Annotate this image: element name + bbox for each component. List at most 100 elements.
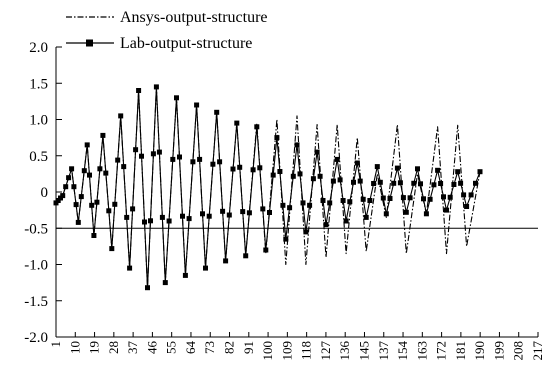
x-tick-label: 46 [144,341,159,355]
data-point-marker [297,171,303,177]
data-point-marker [280,202,286,208]
data-point-marker [124,214,130,220]
data-point-marker [214,109,220,115]
data-point-marker [323,222,329,228]
x-tick-label: 127 [318,341,333,361]
data-point-marker [363,214,369,220]
x-tick-label: 163 [414,341,429,361]
data-point-marker [250,167,256,173]
y-tick-label: 1.5 [29,76,48,92]
data-point-marker [203,265,208,271]
data-point-marker [473,180,478,186]
data-point-marker [162,280,168,286]
data-point-marker [455,169,461,175]
data-point-marker [283,236,289,242]
data-point-marker [320,198,326,203]
data-point-marker [477,169,483,175]
data-point-marker [180,213,185,219]
data-point-marker [254,124,260,130]
data-point-marker [337,177,343,183]
data-point-marker [91,233,97,238]
data-point-marker [317,173,323,179]
x-tick-label: 19 [87,341,102,354]
data-point-marker [360,196,366,202]
data-point-marker [153,84,159,90]
data-point-marker [400,195,406,201]
data-point-marker [391,180,397,186]
data-point-marker [423,211,429,217]
data-point-marker [374,164,380,170]
data-point-marker [190,159,196,165]
data-point-marker [347,199,353,205]
data-point-marker [427,196,433,202]
data-point-marker [69,166,75,172]
data-point-marker [94,199,100,205]
x-tick-label: 217 [530,341,542,361]
data-point-marker [270,172,276,178]
data-point-marker [148,218,153,224]
y-tick-label: 0 [41,185,49,201]
data-point-marker [115,157,121,163]
data-point-marker [383,211,389,217]
y-tick-label: 2.0 [29,40,48,56]
data-point-marker [130,206,136,212]
data-point-marker [81,168,87,174]
data-point-marker [223,258,229,264]
data-point-marker [407,195,413,201]
x-tick-label: 64 [183,341,198,355]
data-point-marker [394,165,400,171]
data-point-marker [327,200,333,206]
x-tick-label: 199 [491,341,506,361]
data-point-marker [411,180,417,186]
data-point-marker [139,153,144,159]
x-tick-label: 1 [48,341,63,348]
data-point-marker [84,142,90,148]
data-point-marker [103,170,109,176]
data-point-marker [142,219,147,225]
data-point-marker [156,149,162,155]
y-axis: 2.0 1.5 1.0 0.5 0 -0.5 -1.0 -1.5 -2.0 [24,40,62,346]
data-point-marker [377,179,383,185]
data-point-marker [118,113,124,119]
data-point-marker [234,120,240,126]
data-point-marker [351,179,356,185]
x-tick-label: 154 [395,341,410,361]
data-point-marker [127,265,133,271]
x-tick-label: 208 [511,341,526,361]
data-point-marker [217,159,223,165]
data-point-marker [464,204,470,209]
data-point-marker [435,167,441,173]
data-point-marker [243,253,249,259]
data-point-marker [461,192,467,198]
x-tick-label: 181 [453,341,468,361]
y-tick-label: -1.0 [24,258,48,274]
x-tick-label: 172 [434,341,449,361]
data-point-marker [60,193,66,199]
data-point-marker [263,247,269,253]
data-point-marker [397,180,403,186]
data-point-marker [177,154,182,160]
x-axis: 1 10 19 28 37 46 55 64 73 82 91 100 109 118 127 136 145 1… [48,332,542,361]
data-point-marker [314,149,320,155]
data-point-marker [418,181,423,187]
data-point-marker [63,184,69,190]
data-point-marker [186,216,192,222]
data-point-marker [121,164,127,170]
data-point-marker [415,166,420,172]
data-point-marker [441,194,446,200]
data-point-marker [237,164,243,170]
data-point-marker [246,210,252,216]
x-tick-label: 118 [299,341,314,360]
data-point-marker [387,196,393,201]
legend-label: Ansys-output-structure [120,9,268,26]
data-point-marker [447,194,453,200]
x-tick-label: 109 [279,341,294,361]
data-point-marker [206,213,212,219]
data-point-marker [100,132,106,138]
data-point-marker [220,208,226,214]
data-point-marker [330,178,336,184]
data-point-marker [340,198,346,203]
data-point-marker [357,178,363,184]
x-tick-label: 10 [67,341,82,354]
data-point-marker [226,212,232,218]
